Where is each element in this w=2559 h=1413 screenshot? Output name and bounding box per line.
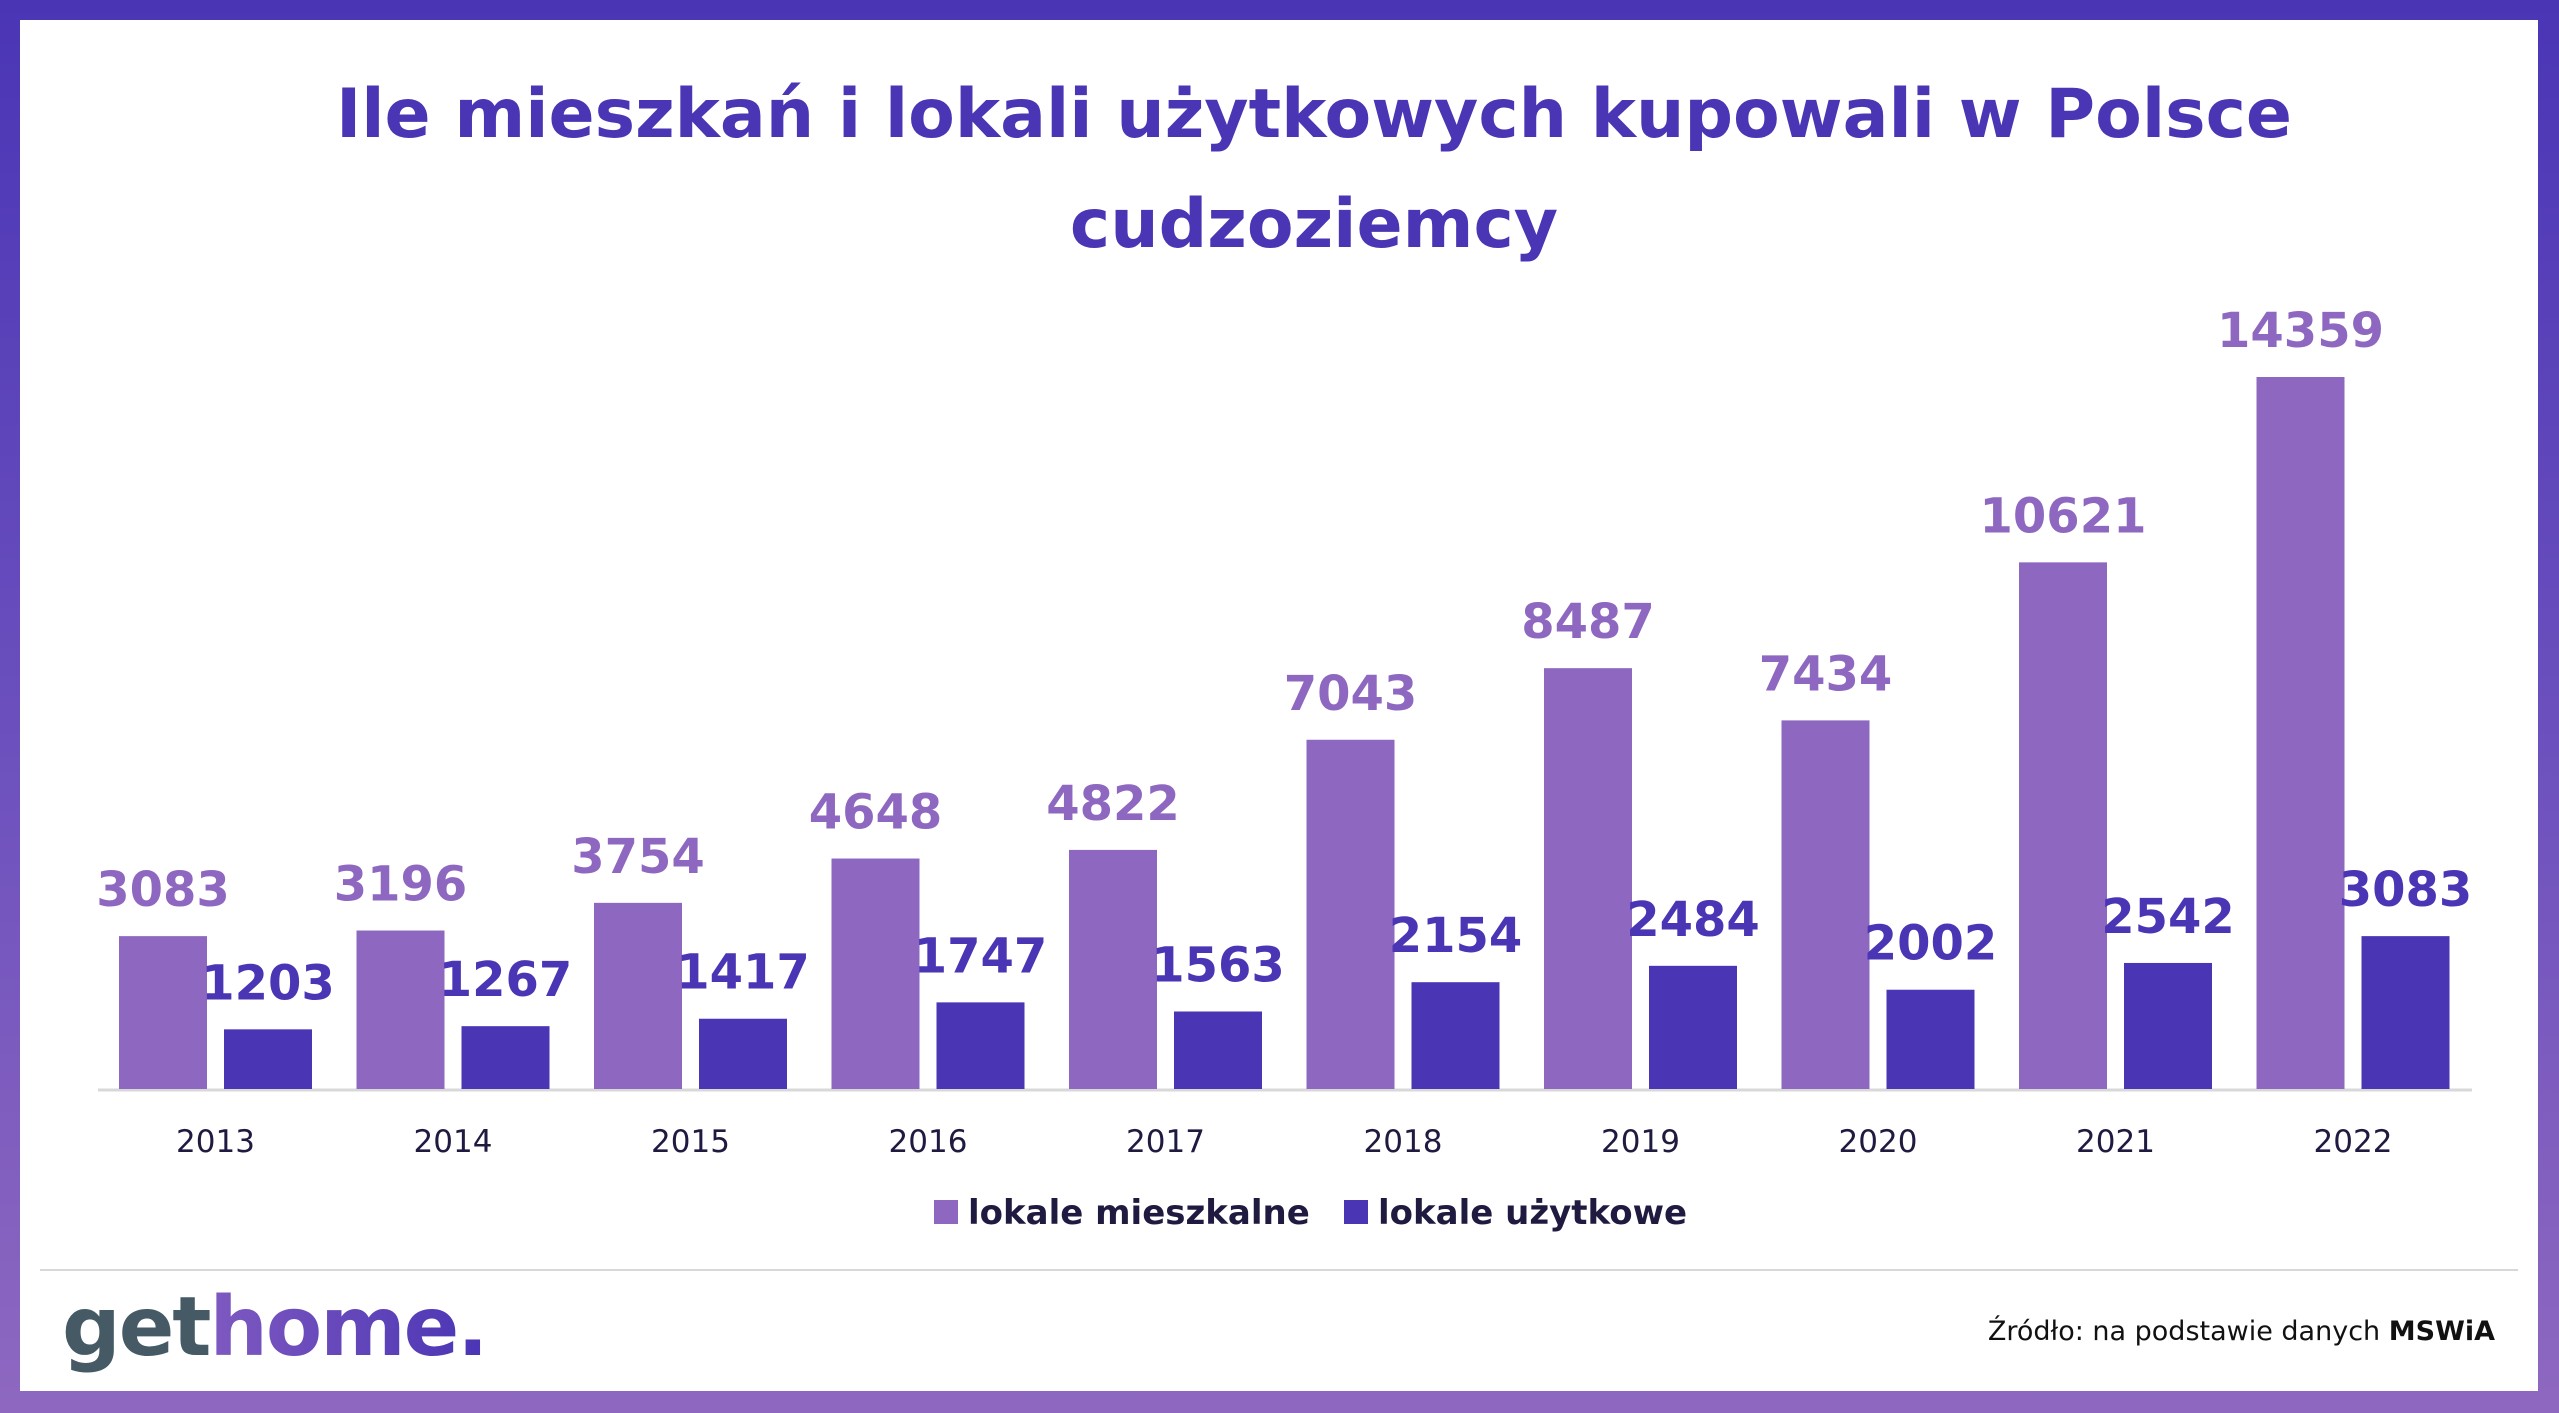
data-label-uzytkowe-2021: 2542 xyxy=(2101,889,2235,945)
data-label-mieszkalne-2013: 3083 xyxy=(96,862,230,918)
x-tick-label: 2019 xyxy=(1601,1124,1680,1160)
x-tick-label: 2015 xyxy=(651,1124,730,1160)
data-label-uzytkowe-2019: 2484 xyxy=(1626,892,1760,948)
bar-uzytkowe-2014 xyxy=(461,1026,550,1089)
bar-uzytkowe-2018 xyxy=(1411,982,1500,1089)
x-tick-label: 2018 xyxy=(1364,1124,1443,1160)
bar-uzytkowe-2013 xyxy=(224,1029,312,1089)
data-label-uzytkowe-2020: 2002 xyxy=(1864,916,1998,972)
bar-mieszkalne-2022 xyxy=(2256,377,2345,1089)
legend-swatch-mieszkalne xyxy=(934,1200,958,1224)
data-label-mieszkalne-2018: 7043 xyxy=(1284,666,1418,722)
data-label-uzytkowe-2016: 1747 xyxy=(914,928,1048,984)
bar-mieszkalne-2014 xyxy=(356,930,445,1089)
logo-home: home. xyxy=(210,1280,487,1375)
chart-title-line-2: cudzoziemcy xyxy=(1070,185,1558,264)
chart-title-line-1: Ile mieszkań i lokali użytkowych kupowal… xyxy=(336,75,2292,154)
data-label-mieszkalne-2020: 7434 xyxy=(1759,646,1893,702)
x-tick-label: 2013 xyxy=(176,1124,255,1160)
bar-uzytkowe-2017 xyxy=(1174,1011,1262,1089)
logo-get: get xyxy=(62,1280,210,1375)
bar-uzytkowe-2021 xyxy=(2124,962,2212,1089)
x-tick-label: 2022 xyxy=(2314,1124,2393,1160)
bar-mieszkalne-2019 xyxy=(1544,668,1632,1089)
data-label-uzytkowe-2015: 1417 xyxy=(676,945,810,1001)
bar-mieszkalne-2021 xyxy=(2019,562,2107,1089)
bar-mieszkalne-2017 xyxy=(1069,849,1157,1089)
bar-uzytkowe-2020 xyxy=(1886,989,1975,1089)
x-tick-label: 2014 xyxy=(414,1124,493,1160)
x-tick-label: 2017 xyxy=(1126,1124,1205,1160)
data-label-mieszkalne-2014: 3196 xyxy=(334,857,468,913)
source-bold: MSWiA xyxy=(2389,1316,2495,1347)
bar-mieszkalne-2018 xyxy=(1306,739,1395,1089)
gethome-logo: gethome. xyxy=(62,1280,486,1375)
bar-uzytkowe-2015 xyxy=(699,1018,787,1089)
legend-label-uzytkowe: lokale użytkowe xyxy=(1378,1193,1687,1233)
x-tick-label: 2021 xyxy=(2076,1124,2155,1160)
data-label-uzytkowe-2022: 3083 xyxy=(2339,862,2473,918)
data-label-mieszkalne-2022: 14359 xyxy=(2217,303,2384,359)
bar-mieszkalne-2013 xyxy=(119,936,207,1089)
bar-mieszkalne-2015 xyxy=(594,902,682,1089)
bar-mieszkalne-2016 xyxy=(831,858,920,1089)
bar-uzytkowe-2016 xyxy=(936,1002,1025,1089)
legend-swatch-uzytkowe xyxy=(1344,1200,1368,1224)
bar-uzytkowe-2022 xyxy=(2361,936,2450,1089)
data-label-uzytkowe-2018: 2154 xyxy=(1389,908,1523,964)
source-prefix: Źródło: na podstawie danych xyxy=(1988,1315,2389,1347)
data-label-mieszkalne-2019: 8487 xyxy=(1521,594,1655,650)
data-label-uzytkowe-2014: 1267 xyxy=(439,952,573,1008)
data-label-uzytkowe-2017: 1563 xyxy=(1151,937,1285,993)
data-label-mieszkalne-2021: 10621 xyxy=(1980,488,2147,544)
data-label-mieszkalne-2015: 3754 xyxy=(571,829,705,885)
legend-label-mieszkalne: lokale mieszkalne xyxy=(968,1193,1310,1233)
data-label-mieszkalne-2017: 4822 xyxy=(1046,776,1180,832)
chart-card xyxy=(20,20,2538,1391)
bar-uzytkowe-2019 xyxy=(1649,965,1737,1089)
bar-mieszkalne-2020 xyxy=(1781,720,1870,1089)
source-note: Źródło: na podstawie danych MSWiA xyxy=(1988,1315,2495,1347)
x-tick-label: 2020 xyxy=(1839,1124,1918,1160)
x-tick-label: 2016 xyxy=(889,1124,968,1160)
data-label-uzytkowe-2013: 1203 xyxy=(201,955,335,1011)
data-label-mieszkalne-2016: 4648 xyxy=(809,785,943,841)
